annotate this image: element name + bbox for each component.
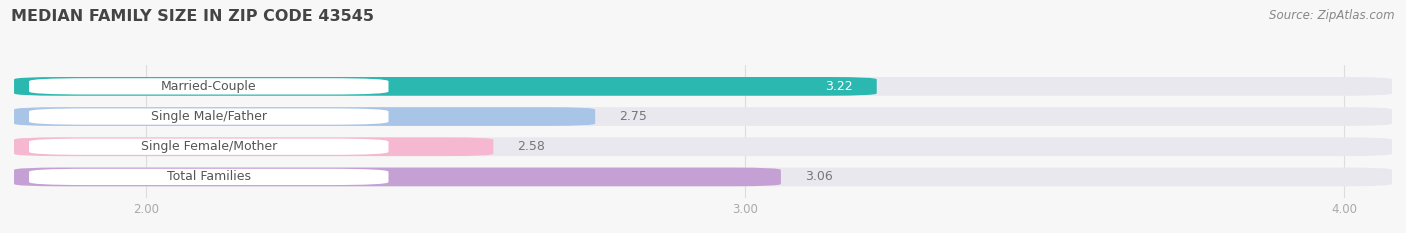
Text: 2.58: 2.58 (517, 140, 546, 153)
FancyBboxPatch shape (14, 168, 780, 186)
FancyBboxPatch shape (30, 139, 388, 155)
Text: 2.75: 2.75 (619, 110, 647, 123)
FancyBboxPatch shape (14, 77, 1392, 96)
Text: MEDIAN FAMILY SIZE IN ZIP CODE 43545: MEDIAN FAMILY SIZE IN ZIP CODE 43545 (11, 9, 374, 24)
FancyBboxPatch shape (14, 137, 1392, 156)
Text: Total Families: Total Families (167, 170, 250, 183)
Text: Single Female/Mother: Single Female/Mother (141, 140, 277, 153)
FancyBboxPatch shape (14, 77, 877, 96)
FancyBboxPatch shape (14, 107, 1392, 126)
Text: 3.22: 3.22 (825, 80, 853, 93)
FancyBboxPatch shape (30, 78, 388, 95)
Text: 3.06: 3.06 (804, 170, 832, 183)
FancyBboxPatch shape (30, 169, 388, 185)
FancyBboxPatch shape (14, 137, 494, 156)
FancyBboxPatch shape (14, 168, 1392, 186)
Text: Single Male/Father: Single Male/Father (150, 110, 267, 123)
FancyBboxPatch shape (30, 108, 388, 125)
Text: Source: ZipAtlas.com: Source: ZipAtlas.com (1270, 9, 1395, 22)
FancyBboxPatch shape (14, 107, 595, 126)
Text: Married-Couple: Married-Couple (160, 80, 256, 93)
